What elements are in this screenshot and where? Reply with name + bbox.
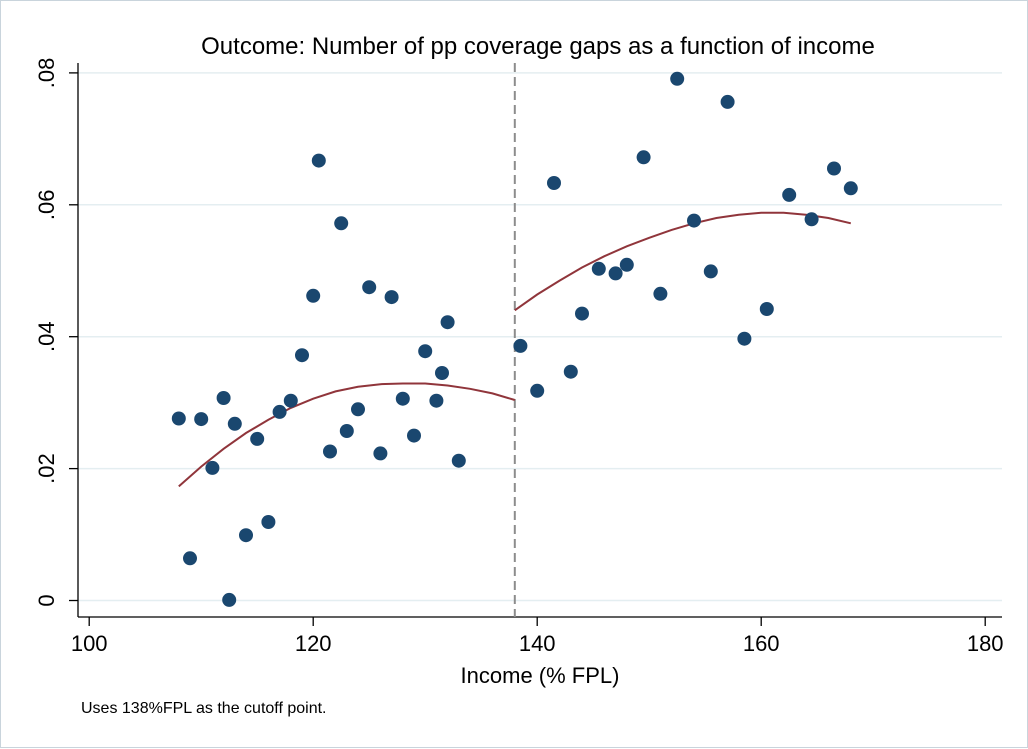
chart-title: Outcome: Number of pp coverage gaps as a… (201, 33, 875, 60)
chart-text: Outcome: Number of pp coverage gaps as a… (81, 33, 875, 717)
data-point (362, 280, 377, 295)
data-point (720, 94, 735, 109)
data-point (737, 331, 752, 346)
data-point (334, 216, 349, 231)
data-point (339, 424, 354, 438)
y-tick-label: .02 (34, 453, 59, 484)
x-tick-label: 100 (71, 631, 108, 656)
x-tick-label: 140 (519, 631, 556, 656)
x-tick-label: 160 (743, 631, 780, 656)
data-point (418, 344, 433, 359)
y-tick-label: .04 (34, 321, 59, 352)
data-point (239, 528, 253, 543)
chart-note: Uses 138%FPL as the cutoff point. (81, 700, 326, 717)
fit-curve-left (178, 382, 516, 488)
data-point (619, 257, 634, 272)
data-point (194, 412, 209, 427)
x-tick-label: 120 (295, 631, 332, 656)
data-point (261, 515, 276, 529)
data-point (843, 181, 858, 196)
data-point (295, 348, 309, 363)
fit-curve-right (514, 211, 852, 312)
data-point (306, 288, 321, 303)
data-point (827, 161, 841, 176)
x-tick-label: 180 (967, 631, 1004, 656)
data-point (351, 402, 365, 417)
data-point (636, 150, 651, 165)
data-point (323, 444, 337, 459)
data-point (216, 391, 231, 405)
gridlines (78, 72, 1002, 602)
data-points (171, 71, 858, 607)
axes: 0 .02 .04 .06 .08 100 120 140 160 180 (34, 58, 1004, 656)
data-point (608, 266, 623, 281)
data-point (171, 411, 186, 426)
data-point (653, 286, 668, 301)
data-point (591, 261, 606, 276)
data-point (451, 453, 466, 468)
fit-curves (178, 211, 852, 488)
y-tick-label: .06 (34, 190, 59, 221)
data-point (373, 446, 388, 461)
data-point (272, 404, 287, 419)
data-point (395, 391, 410, 406)
data-point (205, 460, 220, 475)
data-point (429, 393, 444, 408)
data-point (440, 315, 455, 330)
data-point (250, 431, 265, 446)
data-point (563, 364, 578, 379)
data-point (759, 302, 774, 316)
data-point (407, 428, 421, 443)
data-point (513, 338, 528, 353)
data-point (183, 551, 197, 566)
data-point (435, 366, 449, 380)
data-point (804, 212, 819, 227)
data-point (227, 416, 242, 431)
data-point (384, 290, 399, 305)
data-point (530, 383, 545, 398)
data-point (222, 592, 237, 607)
y-tick-label: 0 (34, 594, 59, 606)
data-point (575, 306, 589, 321)
data-point (311, 153, 326, 168)
data-point (782, 187, 797, 202)
data-point (687, 213, 701, 228)
x-axis-label: Income (% FPL) (461, 663, 620, 688)
data-point (703, 264, 718, 279)
data-point (670, 71, 685, 86)
y-tick-label: .08 (34, 58, 59, 89)
data-point (283, 393, 298, 408)
data-point (547, 176, 561, 190)
